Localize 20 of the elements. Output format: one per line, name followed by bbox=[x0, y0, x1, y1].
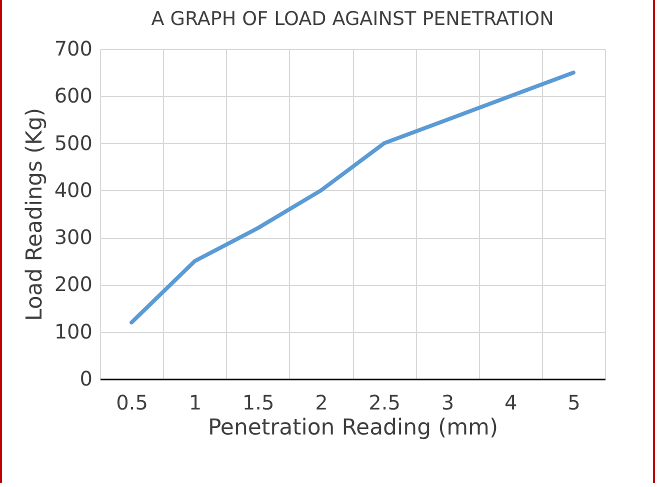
x-tick-label: 1.5 bbox=[242, 390, 274, 414]
line-series bbox=[130, 70, 576, 324]
y-tick-label: 600 bbox=[54, 84, 92, 108]
y-tick-label: 200 bbox=[54, 272, 92, 296]
y-tick-label: 400 bbox=[54, 178, 92, 202]
y-tick-label: 0 bbox=[80, 366, 92, 390]
y-tick-label: 300 bbox=[54, 225, 92, 250]
x-tick-label: 3 bbox=[441, 390, 454, 414]
x-tick-label: 4 bbox=[504, 390, 518, 414]
y-axis-title: Load Readings (Kg) bbox=[22, 108, 48, 322]
y-tick-label: 100 bbox=[54, 319, 92, 344]
chart-title: A GRAPH OF LOAD AGAINST PENETRATION bbox=[151, 8, 554, 30]
y-tick-label: 500 bbox=[54, 130, 92, 155]
x-tick-label: 2 bbox=[315, 390, 328, 414]
x-tick-label: 5 bbox=[568, 390, 580, 414]
x-axis-title: Penetration Reading (mm) bbox=[208, 416, 498, 440]
x-tick-label: 2.5 bbox=[368, 390, 400, 414]
x-tick-label: 1 bbox=[188, 390, 202, 414]
y-tick-label: 700 bbox=[54, 36, 92, 60]
x-tick-label: 0.5 bbox=[116, 390, 148, 414]
